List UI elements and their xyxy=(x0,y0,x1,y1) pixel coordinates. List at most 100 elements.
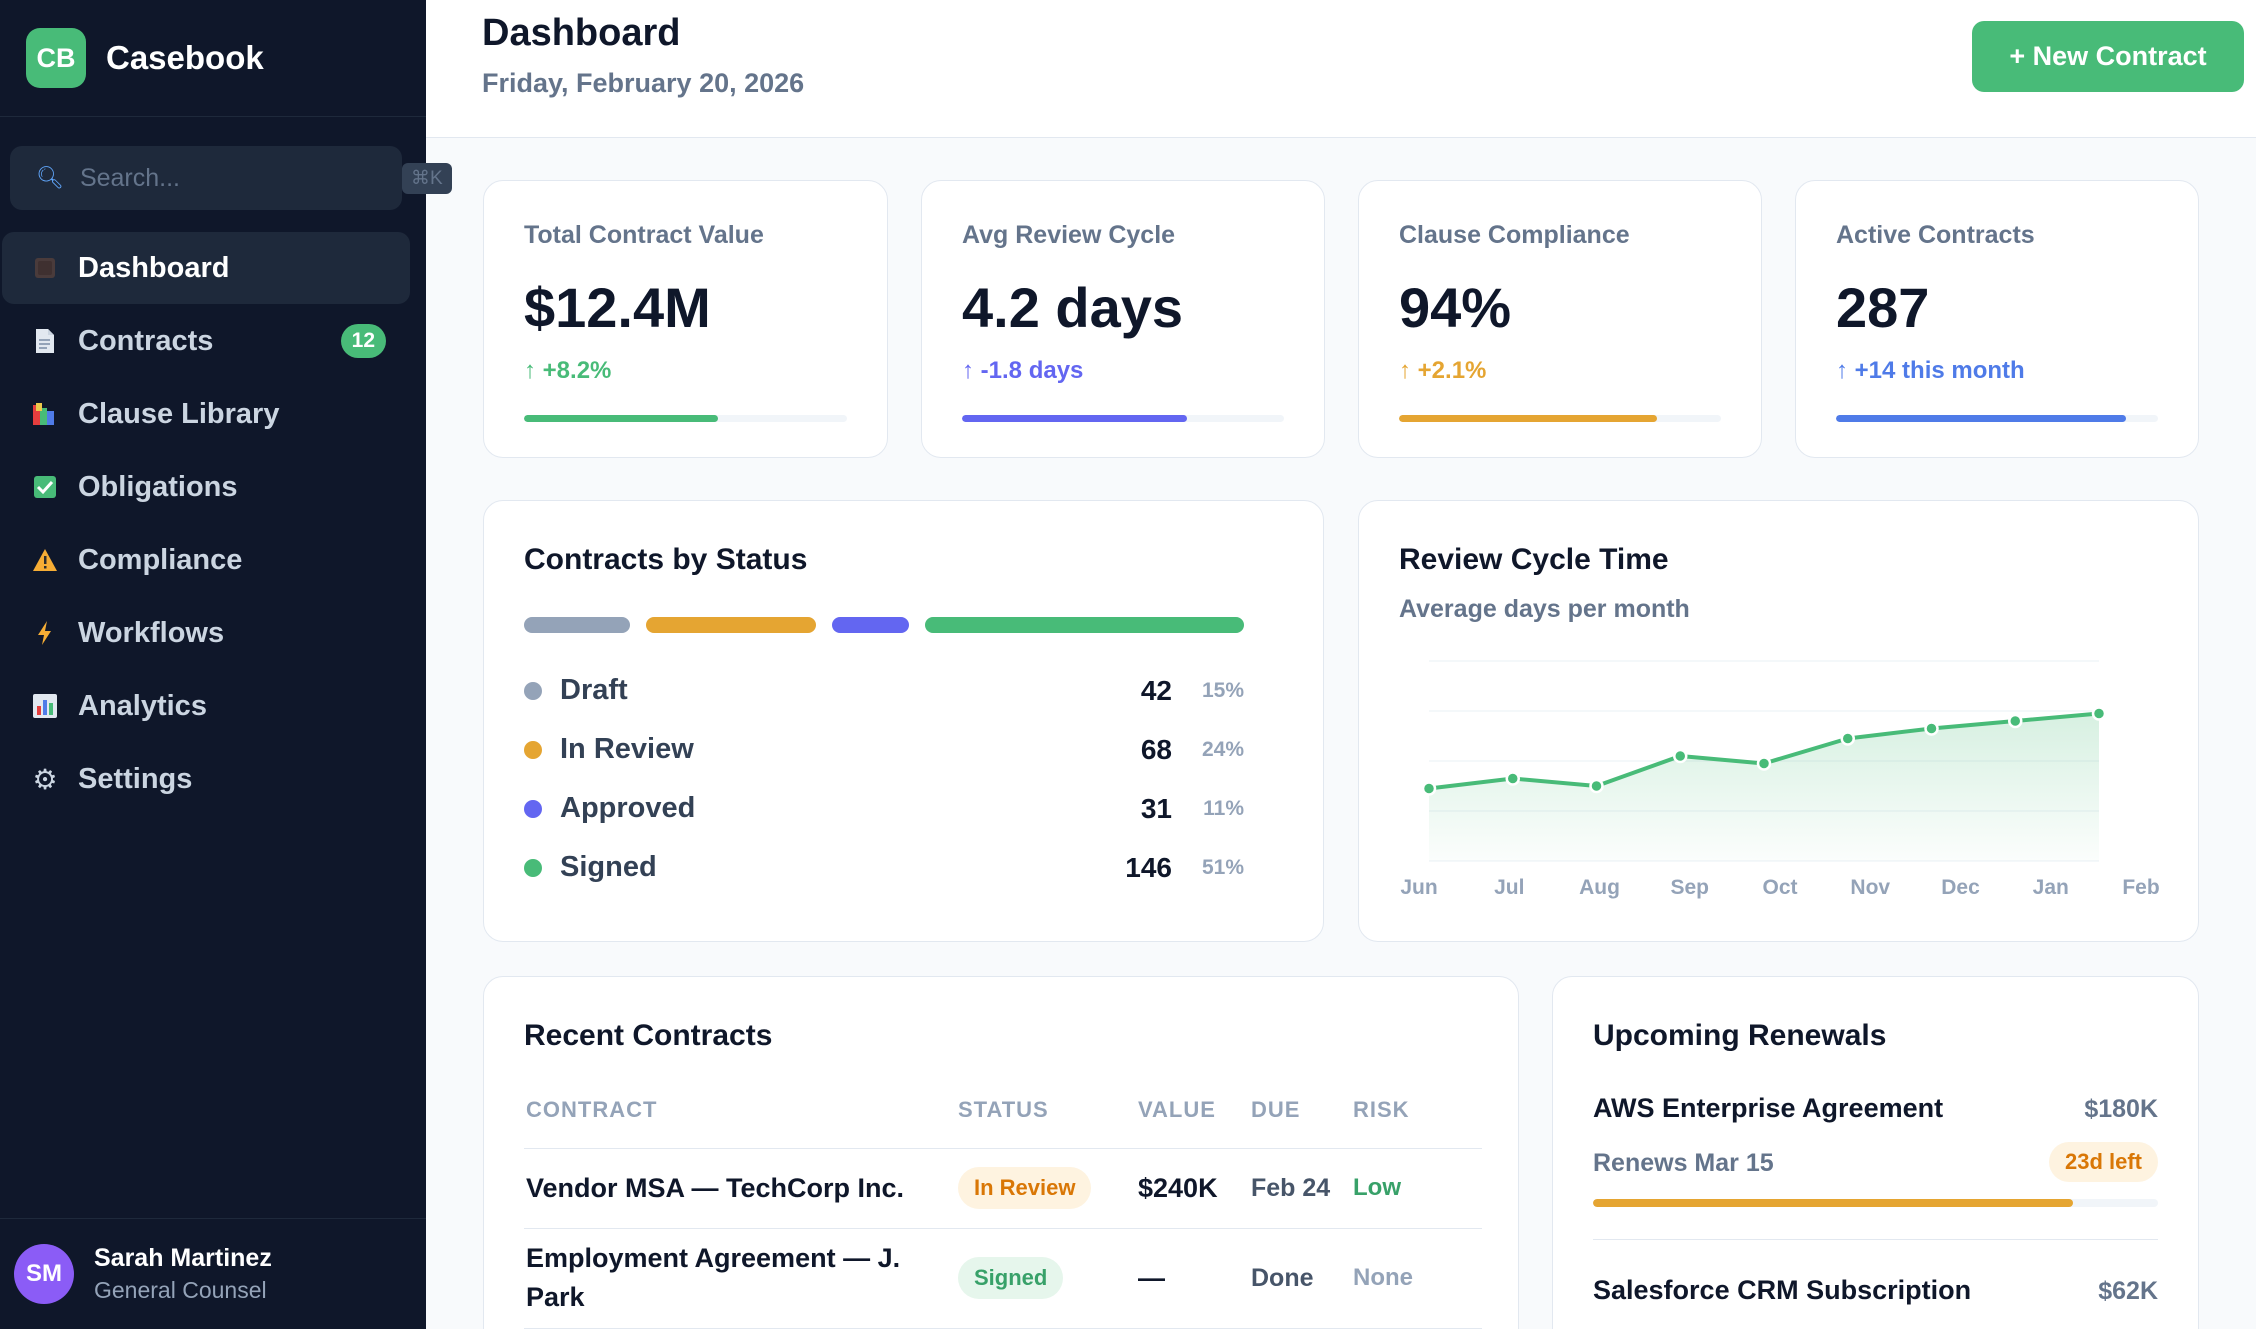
divider xyxy=(1593,1239,2158,1240)
kpi-delta: ↑ +14 this month xyxy=(1836,357,2025,384)
status-row-draft[interactable]: Draft 42 15% xyxy=(524,661,1244,720)
contract-name[interactable]: Employment Agreement — J. Park xyxy=(524,1228,956,1329)
column-header-status[interactable]: STATUS xyxy=(956,1072,1136,1149)
sidebar-item-dashboard[interactable]: Dashboard xyxy=(2,232,410,304)
upcoming-renewals-card: Upcoming Renewals AWS Enterprise Agreeme… xyxy=(1552,976,2199,1329)
lightning-icon xyxy=(30,618,60,648)
status-segment-approved xyxy=(832,617,909,633)
page-header: Dashboard Friday, February 20, 2026 + Ne… xyxy=(426,0,2256,138)
chart-point-sep[interactable] xyxy=(1673,748,1688,764)
search-shortcut: ⌘K xyxy=(401,162,452,194)
chart-point-jun[interactable] xyxy=(1421,781,1437,796)
status-dot xyxy=(524,858,542,877)
days-left-badge: 23d left xyxy=(2048,1142,2158,1182)
risk-level: None xyxy=(1351,1228,1482,1329)
card-title: Recent Contracts xyxy=(524,1019,773,1052)
sidebar-item-clause-library[interactable]: Clause Library xyxy=(2,378,410,450)
status-row-signed[interactable]: Signed 146 51% xyxy=(524,838,1244,897)
sidebar-item-label: Contracts xyxy=(78,324,214,357)
kpi-delta: ↑ -1.8 days xyxy=(962,357,1084,384)
kpi-label: Clause Compliance xyxy=(1399,221,1630,249)
x-tick-label: Nov xyxy=(1850,876,1890,899)
status-segment-signed xyxy=(925,617,1244,633)
recent-contracts-card: Recent Contracts CONTRACT STATUS VALUE D… xyxy=(483,976,1519,1329)
renewal-name: AWS Enterprise Agreement xyxy=(1593,1093,1944,1123)
page-date: Friday, February 20, 2026 xyxy=(482,68,805,98)
status-count: 146 xyxy=(1125,851,1172,883)
sidebar-item-label: Workflows xyxy=(78,616,225,649)
column-header-contract[interactable]: CONTRACT xyxy=(524,1072,956,1149)
chart-point-feb[interactable] xyxy=(2091,706,2107,721)
review-cycle-card: Review Cycle Time Average days per month… xyxy=(1358,500,2199,942)
status-segment-in-review xyxy=(646,617,816,633)
renewal-name: Salesforce CRM Subscription xyxy=(1593,1275,1972,1305)
status-percent: 51% xyxy=(1201,855,1244,879)
sidebar-item-label: Analytics xyxy=(78,689,207,722)
status-name: Signed xyxy=(560,851,657,883)
new-contract-button[interactable]: + New Contract xyxy=(1972,21,2244,92)
status-dot xyxy=(524,740,542,759)
sidebar-nav: Dashboard Contracts 12 Clause Library Ob… xyxy=(0,232,426,816)
kpi-progress-fill xyxy=(962,415,1188,422)
column-header-value[interactable]: VALUE xyxy=(1136,1072,1249,1149)
search-input[interactable] xyxy=(79,163,402,193)
table-row[interactable]: Employment Agreement — J. Park Signed — … xyxy=(524,1228,1482,1329)
user-profile[interactable]: SM Sarah Martinez General Counsel xyxy=(0,1218,426,1329)
sidebar-item-analytics[interactable]: Analytics xyxy=(2,670,410,742)
kpi-card-total-value[interactable]: Total Contract Value $12.4M ↑ +8.2% xyxy=(483,180,888,458)
kpi-progress-fill xyxy=(1836,415,2126,422)
chart-point-jul[interactable] xyxy=(1505,771,1520,786)
review-cycle-chart: Jun Jul Aug Sep Oct Nov Dec Jan Feb xyxy=(1400,660,2160,899)
kpi-card-review-cycle[interactable]: Avg Review Cycle 4.2 days ↑ -1.8 days xyxy=(921,180,1325,458)
status-dot xyxy=(524,799,542,818)
kpi-value: $12.4M xyxy=(524,276,711,339)
search-box[interactable]: 🔍︎ ⌘K xyxy=(10,146,452,210)
contract-value: — xyxy=(1136,1228,1249,1329)
sidebar-item-compliance[interactable]: Compliance xyxy=(2,524,410,596)
brand[interactable]: CB Casebook xyxy=(0,0,426,117)
status-row-in-review[interactable]: In Review 68 24% xyxy=(524,720,1244,779)
renewal-date: Renews Mar 15 xyxy=(1593,1149,1774,1177)
chart-point-aug[interactable] xyxy=(1589,778,1604,794)
table-header-row: CONTRACT STATUS VALUE DUE RISK xyxy=(524,1072,1482,1149)
status-row-approved[interactable]: Approved 31 11% xyxy=(524,779,1244,838)
contract-value: $240K xyxy=(1136,1148,1249,1229)
sidebar-item-workflows[interactable]: Workflows xyxy=(2,597,410,669)
renewal-value: $62K xyxy=(2098,1277,2158,1305)
status-dot xyxy=(524,681,542,700)
avatar: SM xyxy=(14,1244,74,1304)
dashboard-icon xyxy=(30,253,60,283)
x-tick-label: Jun xyxy=(1400,876,1437,899)
sidebar-item-contracts[interactable]: Contracts 12 xyxy=(2,305,410,377)
status-name: In Review xyxy=(560,733,694,765)
contract-name[interactable]: Vendor MSA — TechCorp Inc. xyxy=(524,1148,956,1229)
chart-area-fill xyxy=(1429,713,2099,861)
status-percent: 24% xyxy=(1201,737,1244,761)
sidebar-item-settings[interactable]: ⚙ Settings xyxy=(2,743,410,815)
sidebar-item-obligations[interactable]: Obligations xyxy=(2,451,410,523)
column-header-due[interactable]: DUE xyxy=(1249,1072,1351,1149)
x-tick-label: Jul xyxy=(1494,876,1524,899)
status-count: 68 xyxy=(1140,733,1172,765)
card-title: Contracts by Status xyxy=(524,543,808,576)
kpi-value: 287 xyxy=(1836,276,1930,339)
renewal-progress-fill xyxy=(1593,1199,2074,1207)
column-header-risk[interactable]: RISK xyxy=(1351,1072,1482,1149)
chart-point-oct[interactable] xyxy=(1756,756,1772,771)
table-row[interactable]: Vendor MSA — TechCorp Inc. In Review $24… xyxy=(524,1148,1482,1229)
chart-point-jan[interactable] xyxy=(2008,713,2023,729)
bar-chart-icon xyxy=(30,691,60,721)
books-icon xyxy=(30,399,60,429)
kpi-label: Avg Review Cycle xyxy=(962,221,1176,249)
chart-point-nov[interactable] xyxy=(1840,731,1855,746)
kpi-card-active-contracts[interactable]: Active Contracts 287 ↑ +14 this month xyxy=(1795,180,2199,458)
kpi-delta: ↑ +8.2% xyxy=(524,357,612,384)
chart-title: Review Cycle Time xyxy=(1399,543,1669,576)
status-count: 31 xyxy=(1140,792,1172,824)
due-date: Feb 24 xyxy=(1249,1148,1351,1229)
kpi-card-clause-compliance[interactable]: Clause Compliance 94% ↑ +2.1% xyxy=(1358,180,1762,458)
chart-point-dec[interactable] xyxy=(1924,721,1939,736)
recent-contracts-table: CONTRACT STATUS VALUE DUE RISK Vendor MS… xyxy=(524,1072,1482,1329)
card-title: Upcoming Renewals xyxy=(1593,1019,1887,1052)
x-tick-label: Aug xyxy=(1579,876,1620,899)
